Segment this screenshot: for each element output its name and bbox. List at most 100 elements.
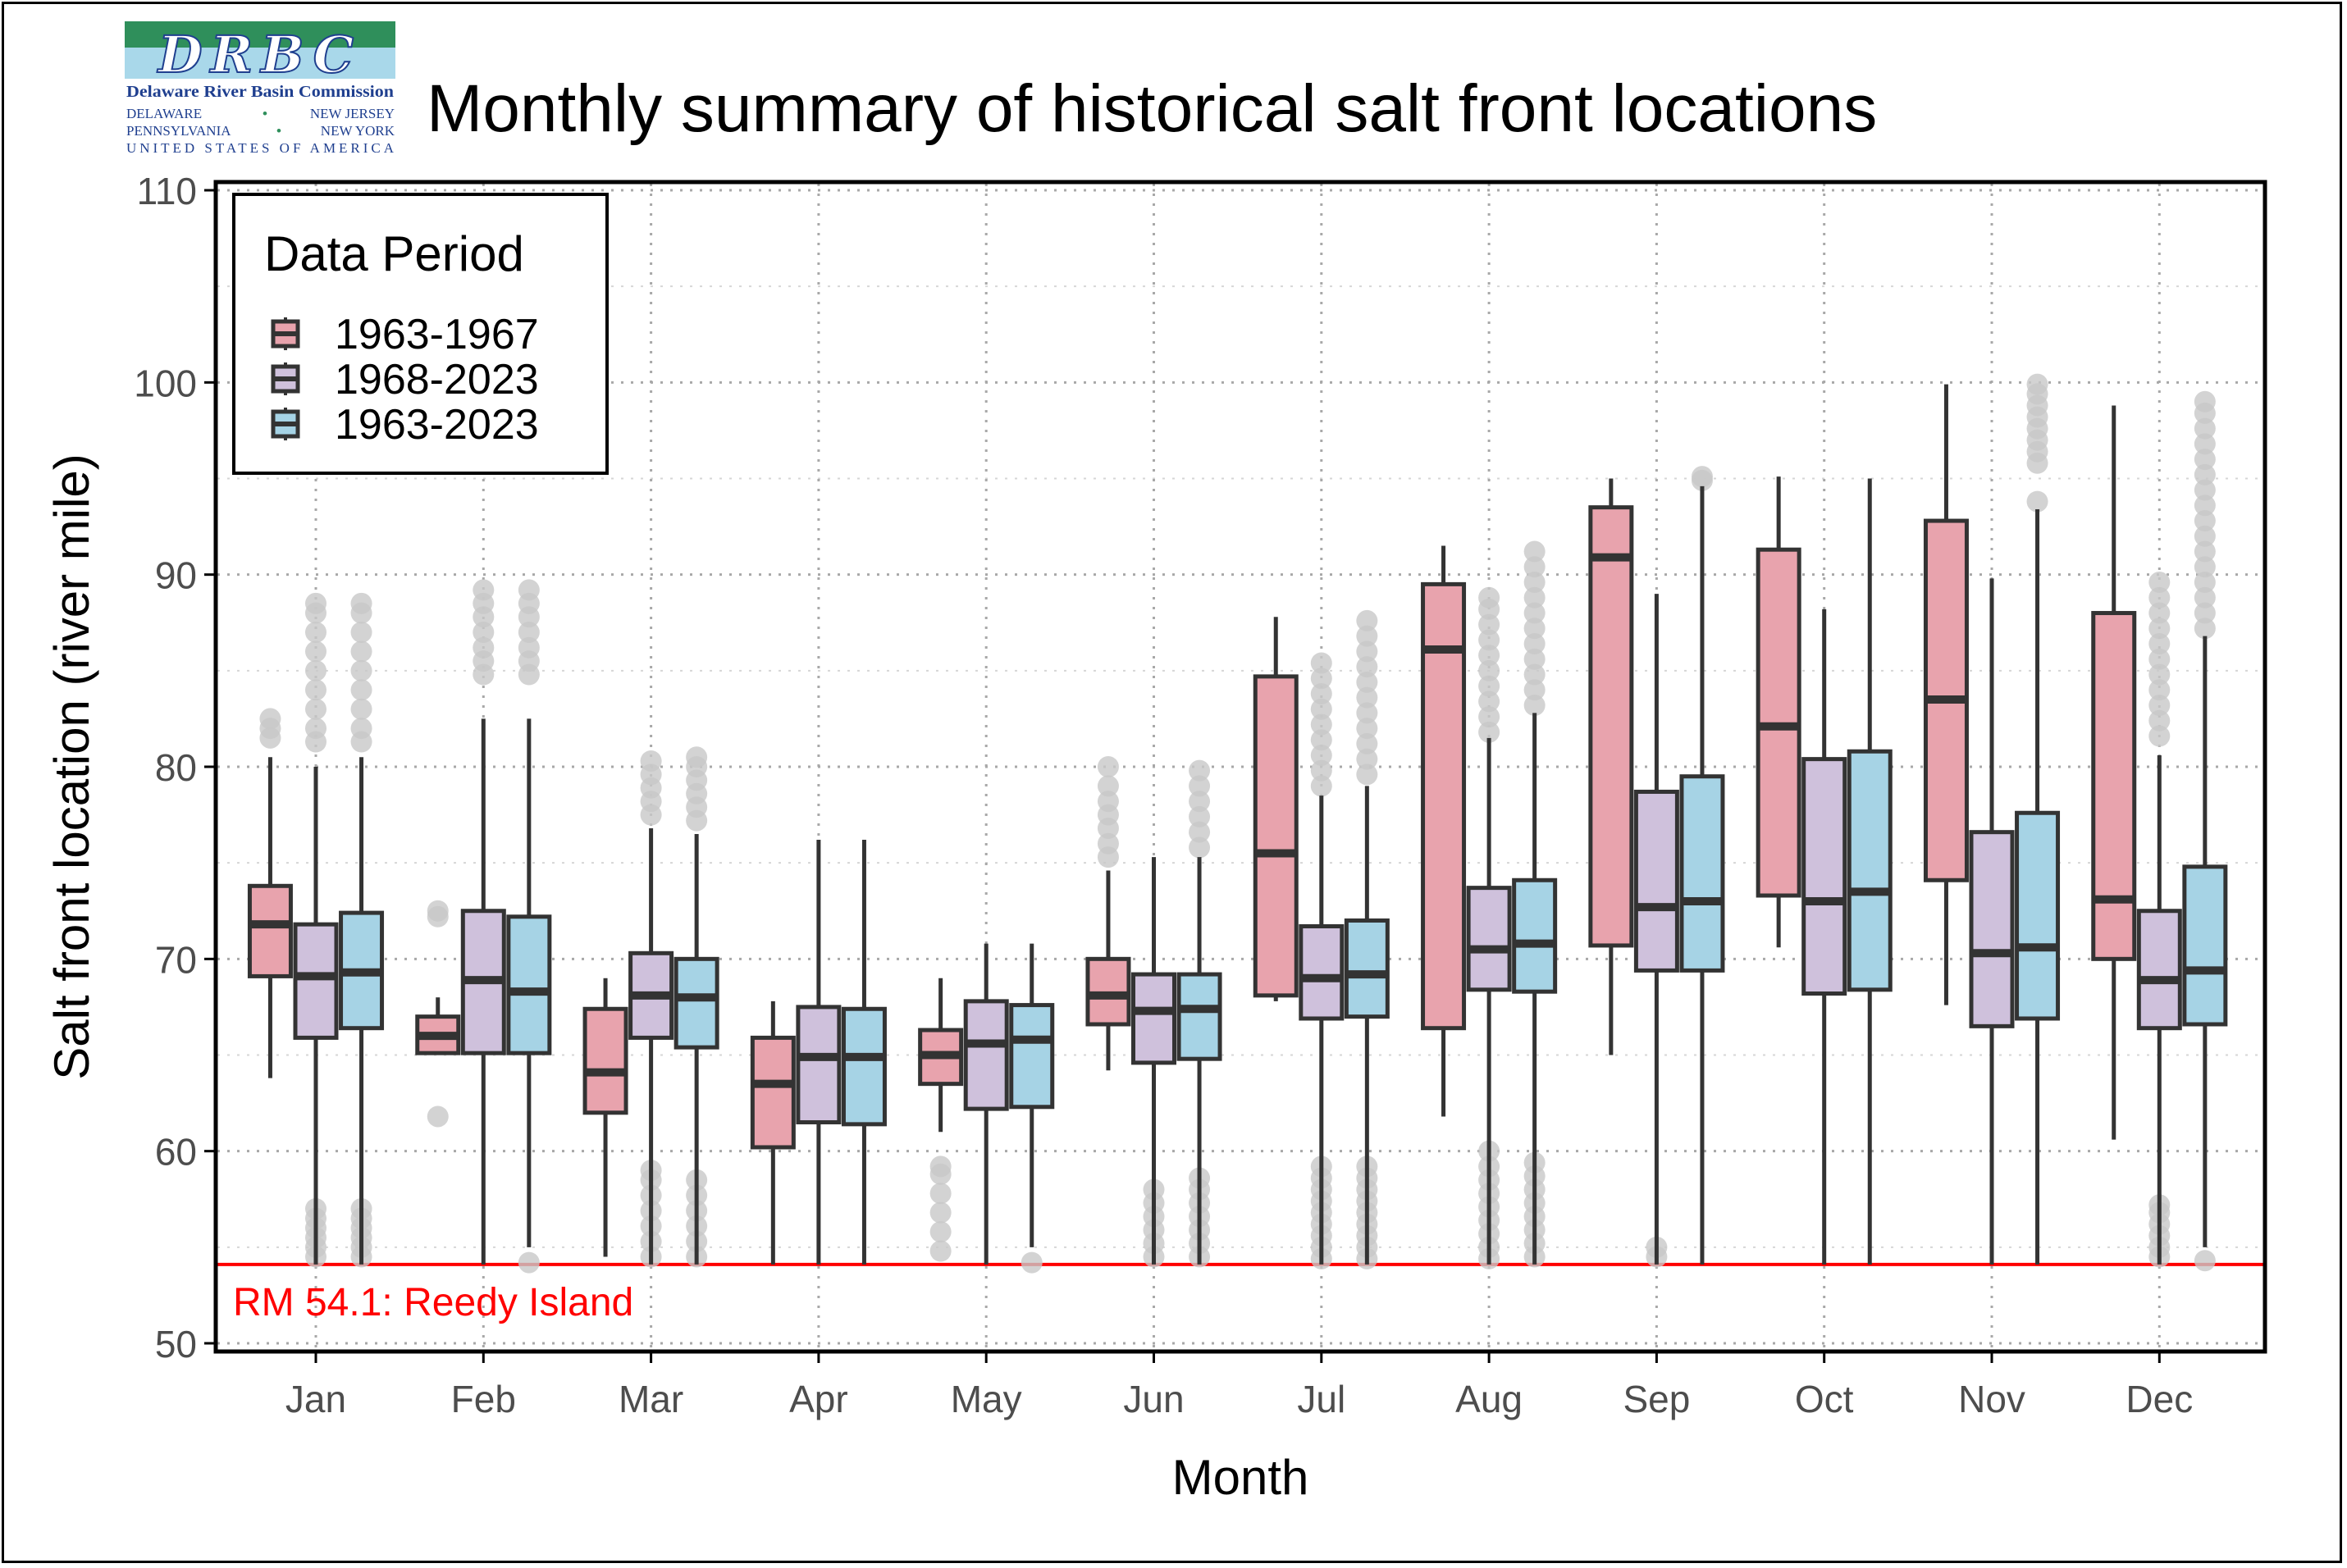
outlier-point (473, 621, 495, 643)
x-tick-label: Dec (2126, 1378, 2193, 1420)
x-tick-label: Apr (789, 1378, 848, 1420)
y-tick-label: 70 (155, 938, 197, 981)
outlier-point (2194, 1250, 2216, 1272)
outlier-point (427, 1105, 449, 1128)
box-body (1969, 830, 2015, 1028)
box-body (1299, 923, 1345, 1021)
box-body (841, 1006, 887, 1127)
outlier-point (1523, 663, 1546, 686)
legend-label: 1963-2023 (335, 401, 539, 449)
y-axis: 50 60 70 80 90 100 110 (134, 170, 216, 1365)
outlier-point (929, 1201, 952, 1224)
outlier-point (1189, 821, 1211, 843)
outlier-point (2194, 449, 2216, 471)
outlier-point (1310, 652, 1332, 674)
outlier-point (1189, 805, 1211, 827)
x-tick-label: Mar (619, 1378, 683, 1420)
outlier-point (305, 592, 326, 614)
outlier-point (2194, 417, 2216, 440)
outlier-point (2194, 602, 2216, 624)
y-axis-label: Salt front location (river mile) (44, 454, 99, 1080)
outlier-point (350, 621, 372, 643)
box-body (2091, 611, 2137, 961)
outlier-point (929, 1240, 952, 1262)
outlier-point (929, 1183, 952, 1205)
outlier-point (350, 698, 372, 720)
logo-line3: UNITED STATES OF AMERICA (126, 140, 395, 156)
drbc-logo: DRBC Delaware River Basin Commission DEL… (125, 21, 395, 156)
box-body (1847, 749, 1893, 992)
y-tick-label: 60 (155, 1131, 197, 1174)
outlier-point (1097, 756, 1119, 777)
outlier-point (2148, 648, 2171, 670)
outlier-point (1356, 748, 1378, 770)
outlier-point (2148, 572, 2171, 594)
outlier-point (473, 579, 495, 601)
outlier-point (350, 659, 372, 681)
box-body (582, 1006, 628, 1115)
outlier-point (305, 621, 326, 643)
outlier-point (2148, 709, 2171, 732)
box-body (750, 1035, 796, 1150)
outlier-point (1523, 556, 1546, 578)
outlier-point (2194, 525, 2216, 547)
x-axis-label: Month (1172, 1450, 1309, 1505)
outlier-point (1310, 668, 1332, 690)
outlier-point (1478, 613, 1500, 636)
y-tick-label: 50 (155, 1323, 197, 1365)
outlier-point (2148, 586, 2171, 609)
box-body (247, 883, 293, 978)
outlier-point (1478, 645, 1500, 667)
box-body (1679, 774, 1725, 973)
outlier-point (1523, 602, 1546, 624)
outlier-point (427, 900, 449, 922)
box-body (1633, 789, 1679, 973)
outlier-point (1356, 625, 1378, 647)
box-body (1131, 972, 1176, 1065)
outlier-point (1356, 609, 1378, 631)
outlier-point (305, 640, 326, 663)
logo-line1-left: DELAWARE (126, 106, 202, 121)
x-tick-label: Feb (451, 1378, 516, 1420)
outlier-point (1478, 659, 1500, 681)
outlier-point (1356, 686, 1378, 709)
outlier-point (2148, 633, 2171, 655)
outlier-point (2148, 695, 2171, 717)
x-tick-label: Jul (1297, 1378, 1345, 1420)
outlier-point (350, 718, 372, 740)
logo-band-blue (125, 48, 395, 79)
box-body (1588, 505, 1634, 948)
x-tick-label: Oct (1795, 1378, 1854, 1420)
outlier-point (1478, 691, 1500, 713)
outlier-point (929, 1155, 952, 1178)
outlier-point (518, 621, 540, 643)
outlier-point (2148, 663, 2171, 686)
outlier-point (1097, 832, 1119, 855)
outlier-point (1523, 633, 1546, 655)
outlier-point (1478, 586, 1500, 609)
box-body (1512, 877, 1558, 994)
outlier-point (2194, 479, 2216, 501)
box-body (1009, 1003, 1055, 1110)
logo-monogram: DRBC (157, 25, 362, 84)
x-tick-label: May (951, 1378, 1022, 1420)
outlier-point (1523, 586, 1546, 609)
box-marks (247, 373, 2228, 1274)
outlier-point (1356, 656, 1378, 678)
legend-title: Data Period (264, 226, 524, 281)
outlier-point (2194, 390, 2216, 413)
outlier-point (473, 636, 495, 659)
outlier-point (518, 579, 540, 601)
outlier-point (1356, 718, 1378, 740)
outlier-point (1356, 732, 1378, 754)
outlier-point (1189, 775, 1211, 797)
outlier-point (1523, 695, 1546, 717)
outlier-point (1310, 744, 1332, 766)
box-body (1176, 972, 1222, 1061)
outlier-point (2194, 495, 2216, 517)
outlier-point (305, 679, 326, 701)
outlier-point (2026, 490, 2048, 513)
outlier-point (1478, 721, 1500, 743)
